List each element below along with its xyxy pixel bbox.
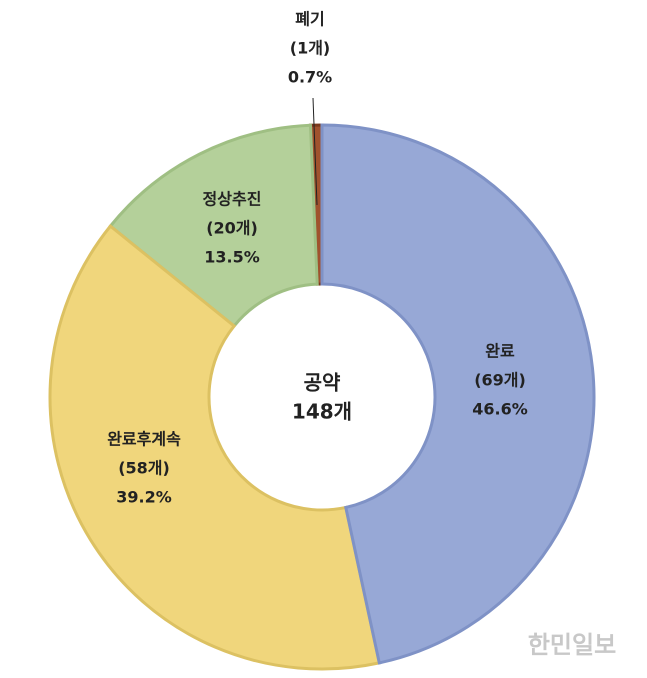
category-label: 완료후계속 — [107, 430, 181, 449]
leader-line — [312, 97, 318, 206]
donut-segment — [48, 224, 382, 671]
category-label: 폐기 — [295, 10, 324, 29]
center-label: 공약 — [304, 371, 341, 395]
category-label: 완료 — [485, 342, 515, 361]
count-label: (1개) — [290, 39, 330, 58]
percent-label: 13.5% — [204, 248, 260, 267]
percent-label: 46.6% — [472, 400, 528, 419]
donut-segment — [108, 123, 319, 329]
count-label: (20개) — [206, 219, 258, 238]
donut-segment — [320, 123, 596, 665]
percent-label: 0.7% — [288, 68, 332, 87]
count-label: (69개) — [474, 371, 526, 390]
center-total: 148개 — [292, 400, 352, 424]
watermark: 한민일보 — [528, 631, 616, 659]
percent-label: 39.2% — [116, 488, 172, 507]
category-label: 정상추진 — [203, 190, 262, 209]
count-label: (58개) — [118, 459, 170, 478]
